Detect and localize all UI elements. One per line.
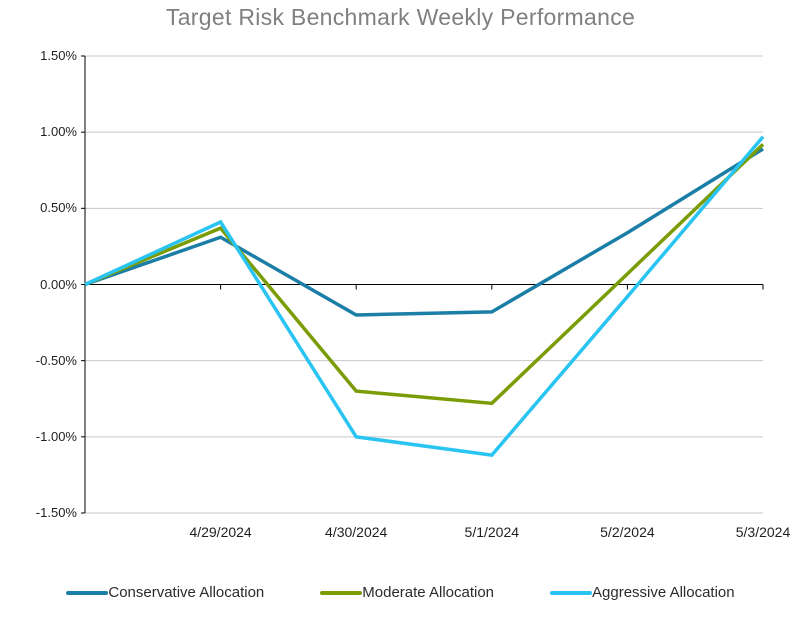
legend-item-aggressive-allocation[interactable]: Aggressive Allocation: [550, 584, 735, 601]
legend-label: Aggressive Allocation: [592, 584, 735, 601]
x-axis-label: 5/3/2024: [735, 524, 791, 540]
legend-line-swatch: [66, 590, 109, 595]
legend-item-conservative-allocation[interactable]: Conservative Allocation: [66, 584, 264, 601]
y-axis-label: -0.50%: [35, 352, 77, 368]
chart-legend: Conservative Allocation Moderate Allocati…: [0, 584, 801, 601]
y-axis-label: 0.00%: [40, 276, 77, 292]
x-axis-label: 4/29/2024: [189, 524, 252, 540]
legend-label: Conservative Allocation: [108, 584, 265, 601]
series-line-conservative-allocation: [84, 147, 764, 317]
legend-line-swatch: [550, 590, 593, 595]
legend-label: Moderate Allocation: [362, 584, 495, 601]
y-axis-label: -1.00%: [35, 428, 77, 444]
x-axis-label: 5/1/2024: [464, 524, 520, 540]
legend-item-moderate-allocation[interactable]: Moderate Allocation: [320, 584, 494, 601]
y-axis-label: -1.50%: [35, 505, 77, 520]
series-line-moderate-allocation: [84, 143, 765, 406]
chart-title: Target Risk Benchmark Weekly Performance: [165, 4, 636, 30]
x-axis-label: 4/30/2024: [325, 524, 388, 540]
y-axis-label: 0.50%: [40, 200, 77, 216]
x-axis-label: 5/2/2024: [600, 524, 655, 540]
series-line-aggressive-allocation: [84, 135, 765, 457]
legend-line-swatch: [320, 590, 363, 595]
y-axis-label: 1.50%: [40, 48, 77, 63]
y-axis-label: 1.00%: [40, 124, 77, 140]
